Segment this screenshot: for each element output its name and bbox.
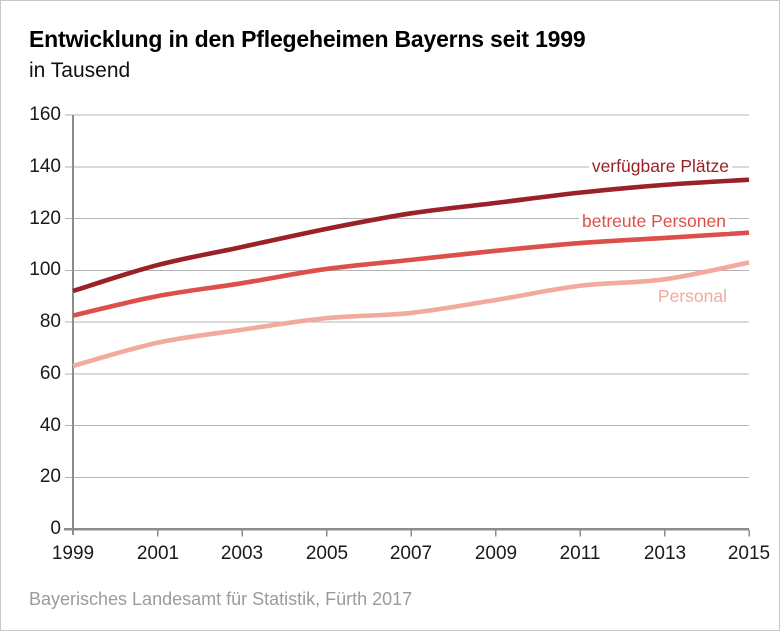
series-line-0 [72,177,750,294]
chart-subtitle: in Tausend [29,59,131,82]
series-label-verfuegbare-plaetze: verfügbare Plätze [588,155,732,177]
x-axis-label: 2001 [136,543,180,564]
x-axis-label: 2005 [305,543,349,564]
y-axis-label: 80 [39,311,61,332]
y-axis-label: 120 [29,208,61,229]
series-label-personal: Personal [654,285,730,307]
source-attribution: Bayerisches Landesamt für Statistik, Für… [29,589,413,609]
x-axis-label: 2013 [643,543,687,564]
y-axis-label: 60 [39,363,61,384]
x-axis-label: 1999 [51,543,95,564]
y-axis-label: 100 [29,259,61,280]
series-line-2 [72,260,750,369]
x-axis-label: 2011 [559,543,601,564]
y-axis-label: 20 [39,466,61,487]
chart-title: Entwicklung in den Pflegeheimen Bayerns … [29,26,586,52]
series-label-betreute-personen: betreute Personen [579,210,729,232]
x-axis-label: 2009 [474,543,518,564]
y-axis-label: 160 [29,104,61,125]
series-line-1 [72,230,750,318]
x-axis-label: 2007 [389,543,433,564]
y-axis-label: 0 [50,518,61,539]
y-axis-label: 40 [39,415,61,436]
x-axis-label: 2003 [220,543,264,564]
y-axis-label: 140 [29,156,61,177]
x-axis-label: 2015 [727,543,771,564]
